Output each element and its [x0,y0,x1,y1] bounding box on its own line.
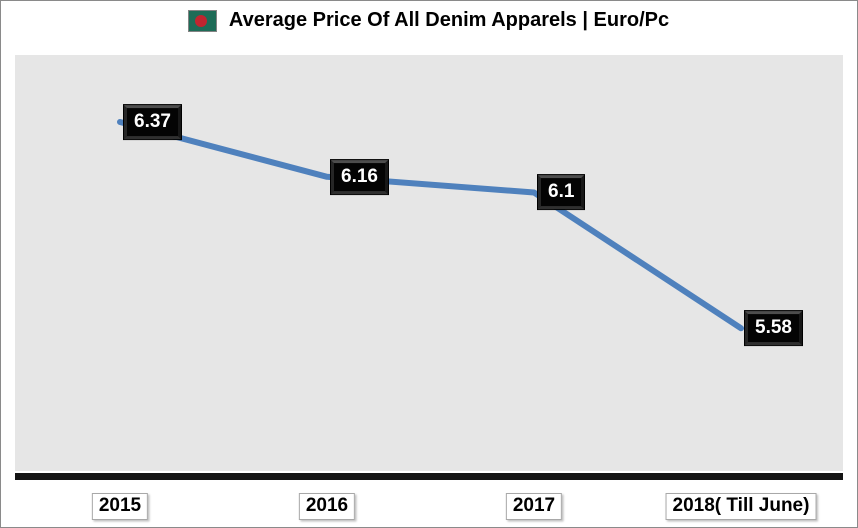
data-label: 6.1 [536,174,586,210]
x-axis-line [15,473,843,480]
x-axis-label: 2016 [298,493,356,520]
chart-title: Average Price Of All Denim Apparels | Eu… [228,9,670,31]
x-axis-label: 2015 [91,493,149,520]
chart-title-row: Average Price Of All Denim Apparels | Eu… [1,9,857,32]
data-label: 5.58 [744,310,803,346]
bangladesh-flag-icon [188,10,216,31]
data-label: 6.37 [123,104,182,140]
x-axis-label: 2017 [505,493,563,520]
data-label: 6.16 [330,159,389,195]
flag-red-circle [194,14,207,27]
x-axis-label: 2018( Till June) [665,493,817,520]
